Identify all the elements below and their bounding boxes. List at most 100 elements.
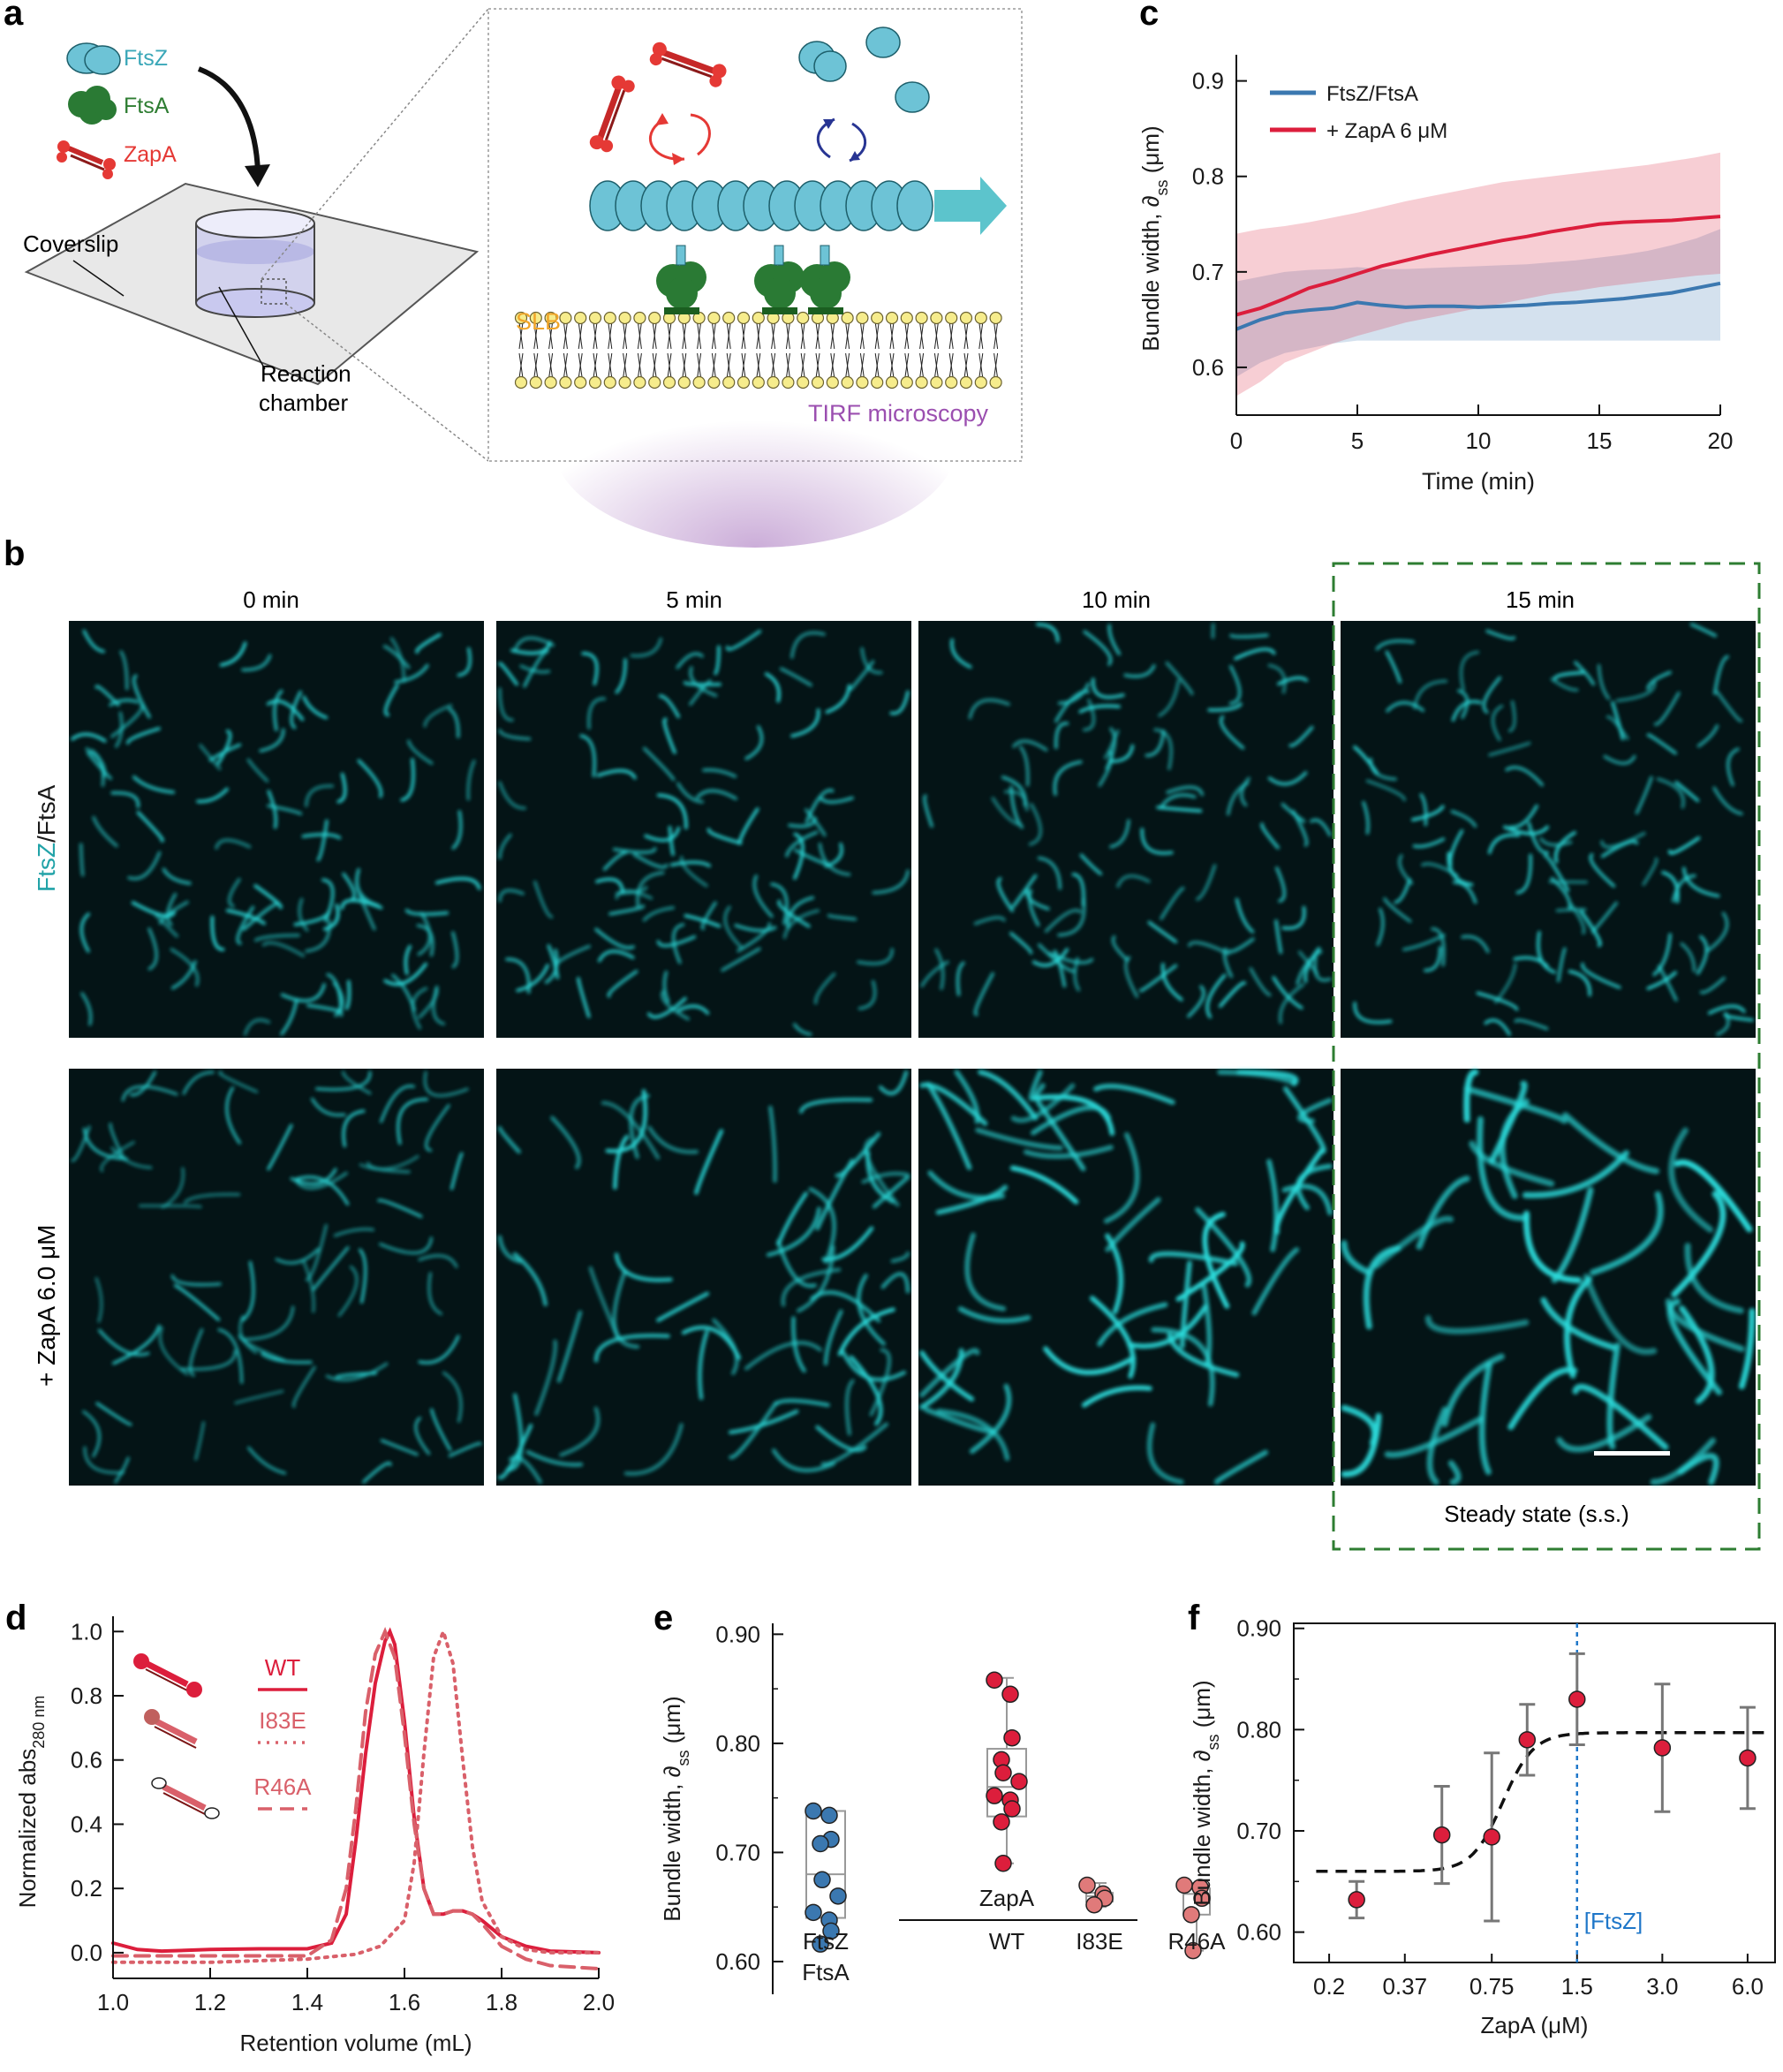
legend-label: R46A xyxy=(253,1773,312,1800)
tirf-glow xyxy=(552,336,958,548)
data-point xyxy=(822,1922,840,1940)
scale-bar xyxy=(1594,1451,1670,1456)
y-tick-label: 0.2 xyxy=(71,1875,102,1902)
x-tick-label: 0 xyxy=(1230,427,1243,454)
data-point xyxy=(813,1871,831,1889)
x-category-label: WT xyxy=(989,1928,1025,1955)
zapa-icon xyxy=(57,140,116,179)
lipid-bilayer xyxy=(514,311,1002,389)
y-axis-label: Bundle width, ∂ss (μm) xyxy=(1137,125,1171,351)
y-tick-label: 0.8 xyxy=(1192,163,1224,190)
data-point xyxy=(1003,1728,1021,1747)
data-point xyxy=(829,1887,847,1905)
legend-zapa: ZapA xyxy=(124,142,177,167)
data-point xyxy=(1348,1891,1365,1909)
x-tick-label: 6.0 xyxy=(1732,1973,1764,2000)
y-tick-label: 0.60 xyxy=(715,1948,760,1975)
micrograph-1-0 xyxy=(69,1069,484,1486)
panel-label-a: a xyxy=(4,0,24,33)
y-tick-label: 0.80 xyxy=(715,1730,760,1757)
data-point xyxy=(1182,1906,1200,1924)
chamber-label-2: chamber xyxy=(259,389,348,416)
x-tick-label: 5 xyxy=(1351,427,1364,454)
legend-ftsa: FtsA xyxy=(124,94,170,118)
y-tick-label: 0.4 xyxy=(71,1811,102,1837)
x-tick-label: 1.2 xyxy=(194,1989,226,2015)
panel-c-chart: 0.6 0.7 0.8 0.9 0 5 10 15 20 Time (min) Bundle wid… xyxy=(1137,55,1733,495)
data-point xyxy=(820,1806,838,1825)
x-tick-label: 20 xyxy=(1708,427,1734,454)
x-tick-label: 1.0 xyxy=(97,1989,129,2015)
y-tick-label: 0.90 xyxy=(1236,1615,1281,1642)
ftsa-icon xyxy=(68,86,117,125)
x-tick-label: 1.5 xyxy=(1561,1973,1593,2000)
fit-curve xyxy=(1316,1731,1772,1873)
panel-label-f: f xyxy=(1188,1599,1200,1637)
y-axis-label: Bundle width, ∂ss (μm) xyxy=(1189,1680,1222,1905)
legend-ftsz: FtsZ xyxy=(124,46,168,71)
series-line-WT xyxy=(111,1627,601,1955)
time-label-5: 5 min xyxy=(666,586,722,613)
x-tick-label: 1.4 xyxy=(291,1989,323,2015)
steady-state-box xyxy=(1332,562,1761,1551)
x-tick-label: 1.6 xyxy=(389,1989,420,2015)
row-label-ftsz-ftsa: FtsZ/FtsA xyxy=(33,784,60,892)
y-axis-label: Bundle width, ∂ss (μm) xyxy=(659,1696,692,1921)
y-tick-label: 0.0 xyxy=(71,1940,102,1966)
micrograph-1-1 xyxy=(496,1069,911,1486)
ftsa-anchors xyxy=(656,245,850,314)
micrograph-0-3 xyxy=(1341,621,1756,1038)
steady-state-label: Steady state (s.s.) xyxy=(1444,1501,1629,1527)
panel-f-chart: 0.60 0.70 0.80 0.90 0.2 0.37 0.75 1.5 3.0 6.0 ZapA… xyxy=(1189,1615,1776,2038)
y-tick-label: 0.6 xyxy=(71,1747,102,1773)
ftsz-filament xyxy=(589,180,933,231)
data-point xyxy=(1432,1826,1451,1844)
panel-label-c: c xyxy=(1139,0,1159,33)
data-point xyxy=(1483,1828,1500,1846)
panel-a-schematic: FtsZ FtsA ZapA Coverslip Reaction chambe… xyxy=(23,8,1023,548)
legend-label: WT xyxy=(265,1654,301,1681)
y-tick-label: 0.9 xyxy=(1192,68,1224,95)
data-point xyxy=(1518,1731,1537,1749)
time-label-10: 10 min xyxy=(1082,586,1151,613)
x-axis-label: Retention volume (mL) xyxy=(240,2030,472,2056)
data-point xyxy=(1568,1690,1586,1708)
data-point xyxy=(1085,1895,1103,1914)
series-line-R46A xyxy=(111,1626,601,1971)
addition-arrow-icon xyxy=(197,66,261,173)
y-tick-label: 0.90 xyxy=(715,1621,760,1647)
data-point xyxy=(1739,1749,1757,1767)
micrograph-0-0 xyxy=(69,621,484,1038)
data-point xyxy=(994,1764,1012,1781)
data-point xyxy=(1010,1773,1028,1790)
zapa-molecules-icon xyxy=(589,42,727,153)
group-label: ZapA xyxy=(979,1885,1035,1911)
slb-label: SLB xyxy=(516,308,561,335)
free-ftsz-icon xyxy=(798,26,930,113)
data-point xyxy=(986,1787,1003,1804)
x-tick-label: 0.37 xyxy=(1382,1973,1427,2000)
data-point xyxy=(1078,1876,1096,1894)
data-point xyxy=(1184,1941,1202,1960)
panel-b-micrographs: 0 min 5 min 10 min 15 min FtsZ/FtsA + Za… xyxy=(33,562,1761,1551)
reaction-chamber xyxy=(195,208,315,318)
chamber-label-1: Reaction xyxy=(261,360,351,387)
series-line-I83E xyxy=(111,1626,601,1964)
time-label-15: 15 min xyxy=(1506,586,1575,613)
tirf-label: TIRF microscopy xyxy=(808,400,989,427)
band-FtsZ/FtsA xyxy=(1236,229,1720,377)
y-tick-label: 0.6 xyxy=(1192,354,1224,381)
x-tick-label: 10 xyxy=(1466,427,1492,454)
data-point xyxy=(986,1671,1003,1689)
legend-molecule-icon-WT xyxy=(133,1653,202,1698)
legend-molecule-icon-I83E xyxy=(144,1709,198,1749)
data-point xyxy=(812,1935,829,1953)
y-tick-label: 0.7 xyxy=(1192,259,1224,285)
x-category-label: FtsZ xyxy=(803,1928,849,1955)
y-tick-label: 0.70 xyxy=(715,1839,760,1865)
y-tick-label: 0.70 xyxy=(1236,1818,1281,1844)
data-point xyxy=(993,1813,1010,1831)
y-axis-label: Normalized abs280 nm xyxy=(14,1696,48,1909)
band-+ ZapA 6 μM xyxy=(1236,152,1720,397)
